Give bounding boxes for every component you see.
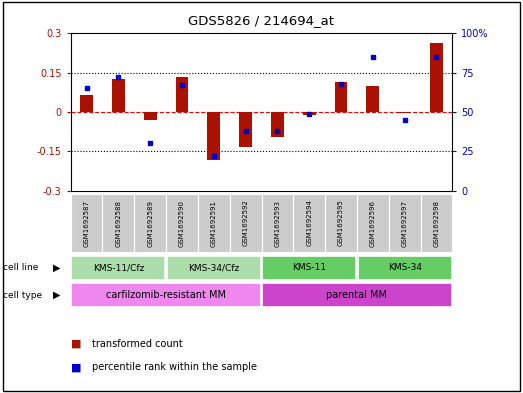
Text: KMS-11/Cfz: KMS-11/Cfz xyxy=(93,263,144,272)
Text: GSM1692590: GSM1692590 xyxy=(179,200,185,246)
Bar xyxy=(271,112,284,137)
Text: cell line: cell line xyxy=(3,263,38,272)
Text: GSM1692596: GSM1692596 xyxy=(370,200,376,246)
Text: GSM1692587: GSM1692587 xyxy=(84,200,89,246)
Text: GSM1692589: GSM1692589 xyxy=(147,200,153,246)
Text: carfilzomib-resistant MM: carfilzomib-resistant MM xyxy=(106,290,226,300)
Bar xyxy=(230,194,262,252)
Text: GDS5826 / 214694_at: GDS5826 / 214694_at xyxy=(188,14,335,27)
Bar xyxy=(293,194,325,252)
Bar xyxy=(176,77,188,112)
Bar xyxy=(303,112,315,115)
Bar xyxy=(358,255,452,280)
Text: ▶: ▶ xyxy=(53,290,60,300)
Text: cell type: cell type xyxy=(3,291,42,299)
Text: percentile rank within the sample: percentile rank within the sample xyxy=(92,362,256,373)
Text: GSM1692593: GSM1692593 xyxy=(275,200,280,246)
Bar xyxy=(430,42,443,112)
Text: ■: ■ xyxy=(71,339,81,349)
Text: ▶: ▶ xyxy=(53,263,60,273)
Bar xyxy=(198,194,230,252)
Text: GSM1692598: GSM1692598 xyxy=(434,200,439,246)
Bar xyxy=(71,283,261,307)
Bar xyxy=(71,194,103,252)
Text: parental MM: parental MM xyxy=(326,290,388,300)
Bar xyxy=(71,255,165,280)
Text: GSM1692591: GSM1692591 xyxy=(211,200,217,246)
Bar xyxy=(239,112,252,147)
Bar xyxy=(208,112,220,160)
Bar xyxy=(262,283,452,307)
Text: GSM1692595: GSM1692595 xyxy=(338,200,344,246)
Text: KMS-34/Cfz: KMS-34/Cfz xyxy=(188,263,240,272)
Bar xyxy=(166,194,198,252)
Bar xyxy=(399,112,411,113)
Bar xyxy=(357,194,389,252)
Text: GSM1692594: GSM1692594 xyxy=(306,200,312,246)
Bar xyxy=(80,95,93,112)
Bar xyxy=(420,194,452,252)
Text: KMS-11: KMS-11 xyxy=(292,263,326,272)
Text: GSM1692597: GSM1692597 xyxy=(402,200,407,246)
Bar xyxy=(167,255,261,280)
Text: GSM1692588: GSM1692588 xyxy=(116,200,121,246)
Bar xyxy=(335,82,347,112)
Bar xyxy=(325,194,357,252)
Bar xyxy=(262,255,356,280)
Bar xyxy=(389,194,420,252)
Text: ■: ■ xyxy=(71,362,81,373)
Bar xyxy=(103,194,134,252)
Bar xyxy=(134,194,166,252)
Text: GSM1692592: GSM1692592 xyxy=(243,200,248,246)
Text: KMS-34: KMS-34 xyxy=(388,263,422,272)
Bar xyxy=(367,86,379,112)
Text: transformed count: transformed count xyxy=(92,339,183,349)
Bar xyxy=(262,194,293,252)
Bar xyxy=(144,112,156,120)
Bar xyxy=(112,79,124,112)
